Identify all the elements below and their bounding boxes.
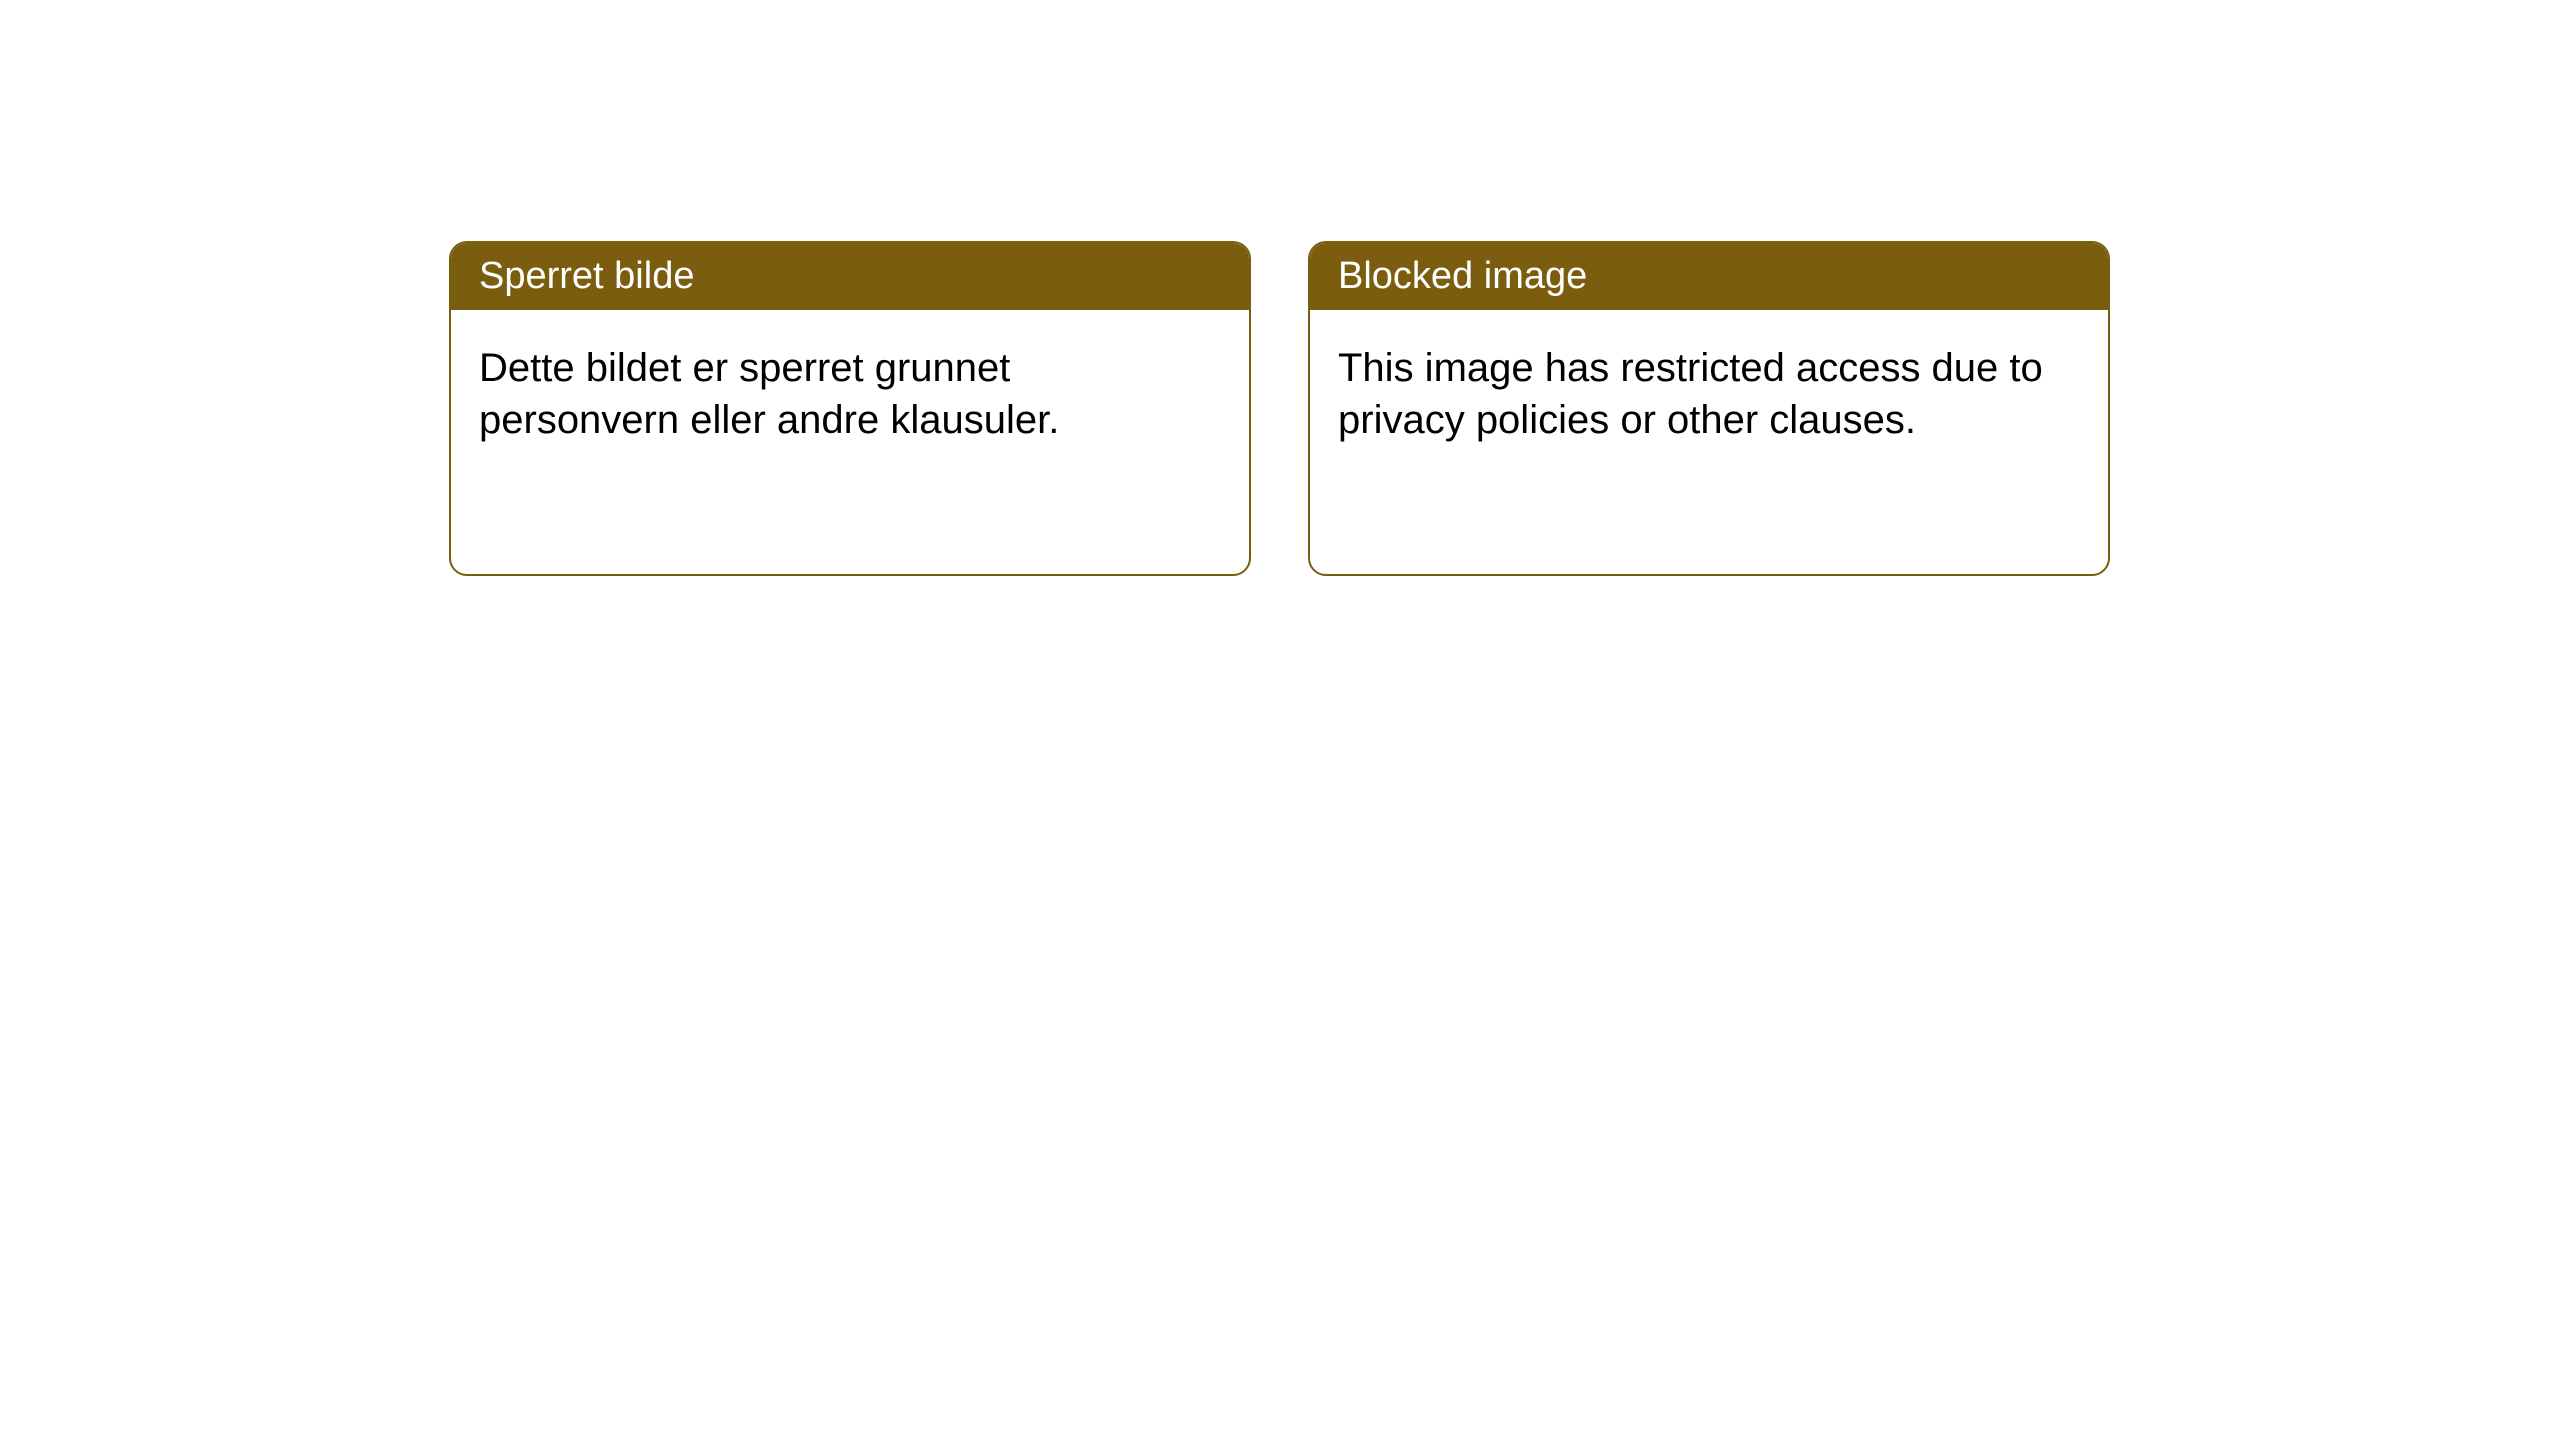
blocked-image-card-en: Blocked image This image has restricted …	[1308, 241, 2110, 576]
card-text-no: Dette bildet er sperret grunnet personve…	[479, 346, 1059, 442]
blocked-image-card-no: Sperret bilde Dette bildet er sperret gr…	[449, 241, 1251, 576]
card-header-en: Blocked image	[1310, 243, 2108, 310]
card-title-en: Blocked image	[1338, 255, 1587, 297]
blocked-image-cards: Sperret bilde Dette bildet er sperret gr…	[449, 241, 2110, 576]
card-body-en: This image has restricted access due to …	[1310, 310, 2108, 478]
card-text-en: This image has restricted access due to …	[1338, 346, 2043, 442]
card-title-no: Sperret bilde	[479, 255, 694, 297]
card-header-no: Sperret bilde	[451, 243, 1249, 310]
card-body-no: Dette bildet er sperret grunnet personve…	[451, 310, 1249, 478]
